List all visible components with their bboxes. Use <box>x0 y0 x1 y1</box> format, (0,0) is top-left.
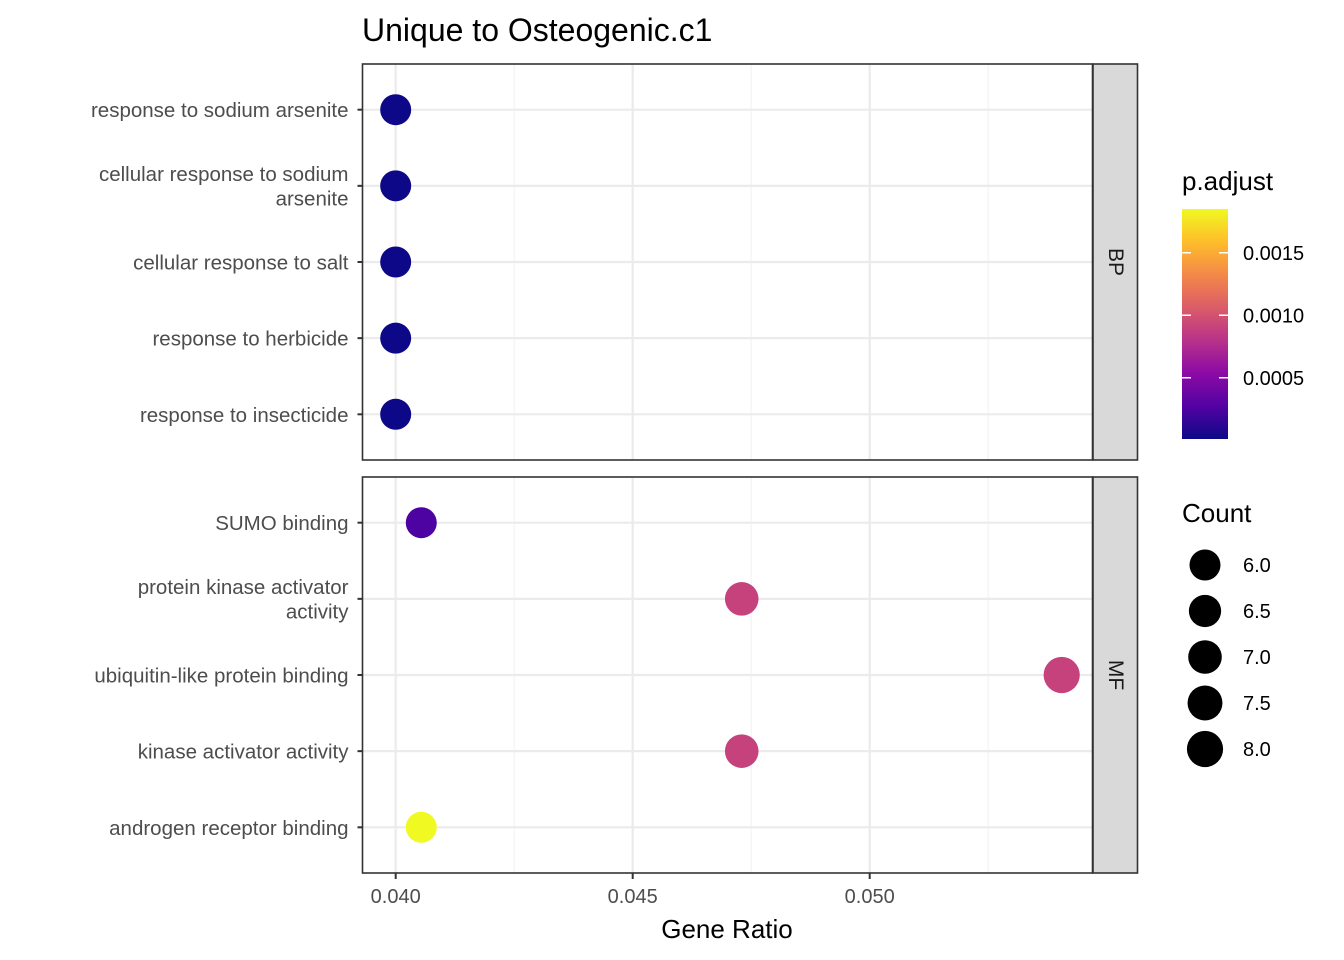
colorbar-label: 0.0005 <box>1243 368 1304 390</box>
facet-panels: response to sodium arsenite cellular resp… <box>91 63 1139 908</box>
y-tick-label: SUMO binding <box>215 512 348 535</box>
dot-sumo-binding <box>405 507 437 539</box>
y-tick-label: kinase activator activity <box>138 741 350 764</box>
count-legend-key <box>1186 730 1224 768</box>
dot-response-to-sodium-arsenite <box>380 94 412 126</box>
x-axis-title: Gene Ratio <box>661 914 793 944</box>
p-adjust-colorbar <box>1182 209 1228 439</box>
dot-ubiquitin-like-protein-binding <box>1043 656 1080 694</box>
count-legend-key <box>1188 640 1222 674</box>
dot-protein-kinase-activator-activity <box>724 582 759 616</box>
facet-panel-bp: response to sodium arsenite cellular resp… <box>91 63 1139 461</box>
y-tick-label: response to herbicide <box>152 328 348 351</box>
count-legend-key <box>1189 549 1221 581</box>
count-legend-label: 7.5 <box>1243 693 1271 715</box>
dot-cellular-response-to-salt <box>380 246 412 278</box>
y-tick-label: androgen receptor binding <box>109 817 348 840</box>
facet-strip <box>1092 476 1139 874</box>
p-adjust-legend-title: p.adjust <box>1182 166 1274 196</box>
facet-strip <box>1092 63 1139 461</box>
dot-kinase-activator-activity <box>724 734 759 768</box>
count-legend: Count 6.0 6.5 7.0 7.5 8.0 <box>1182 498 1271 768</box>
dot-response-to-insecticide <box>380 398 412 430</box>
facet-panel-mf: SUMO binding protein kinase activator acti… <box>94 476 1139 874</box>
count-legend-label: 6.0 <box>1243 555 1271 577</box>
chart-title: Unique to Osteogenic.c1 <box>362 12 712 48</box>
x-axis: 0.040 0.045 0.050 <box>371 873 895 908</box>
colorbar-label: 0.0015 <box>1243 243 1304 265</box>
count-legend-label: 7.0 <box>1243 647 1271 669</box>
count-legend-label: 6.5 <box>1243 601 1271 623</box>
count-legend-key <box>1187 685 1223 721</box>
colorbar-label: 0.0010 <box>1243 305 1304 327</box>
p-adjust-legend: p.adjust 0.0015 0.0010 0.0005 <box>1182 166 1304 439</box>
count-legend-label: 8.0 <box>1243 739 1271 761</box>
count-legend-title: Count <box>1182 498 1252 528</box>
x-tick-label: 0.040 <box>371 886 421 908</box>
dot-cellular-response-to-sodium-arsenite <box>380 170 412 202</box>
x-tick-label: 0.050 <box>845 886 895 908</box>
count-legend-key <box>1188 594 1222 628</box>
y-tick-label: response to sodium arsenite <box>91 99 349 122</box>
facet-strip-label: MF <box>1104 660 1127 690</box>
dot-response-to-herbicide <box>380 322 412 354</box>
y-tick-label: protein kinase activator activity <box>138 576 350 624</box>
x-tick-label: 0.045 <box>608 886 658 908</box>
facet-strip-label: BP <box>1104 248 1127 276</box>
y-tick-label: ubiquitin-like protein binding <box>94 665 348 688</box>
y-tick-label: cellular response to sodium arsenite <box>99 163 349 211</box>
y-tick-label: response to insecticide <box>140 404 349 427</box>
y-tick-label: cellular response to salt <box>133 252 349 275</box>
dot-androgen-receptor-binding <box>405 811 437 843</box>
